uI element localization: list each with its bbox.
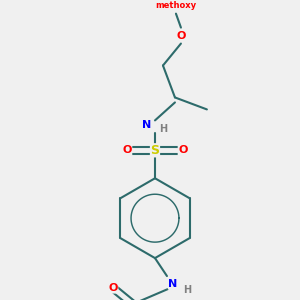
Text: N: N (142, 120, 152, 130)
Text: O: O (122, 145, 132, 155)
Text: O: O (178, 145, 188, 155)
Text: O: O (108, 283, 118, 293)
Text: S: S (151, 144, 160, 157)
Text: O: O (176, 31, 186, 40)
Text: H: H (183, 285, 191, 295)
Text: methoxy: methoxy (155, 1, 196, 10)
Text: H: H (159, 124, 167, 134)
Text: N: N (168, 279, 178, 289)
